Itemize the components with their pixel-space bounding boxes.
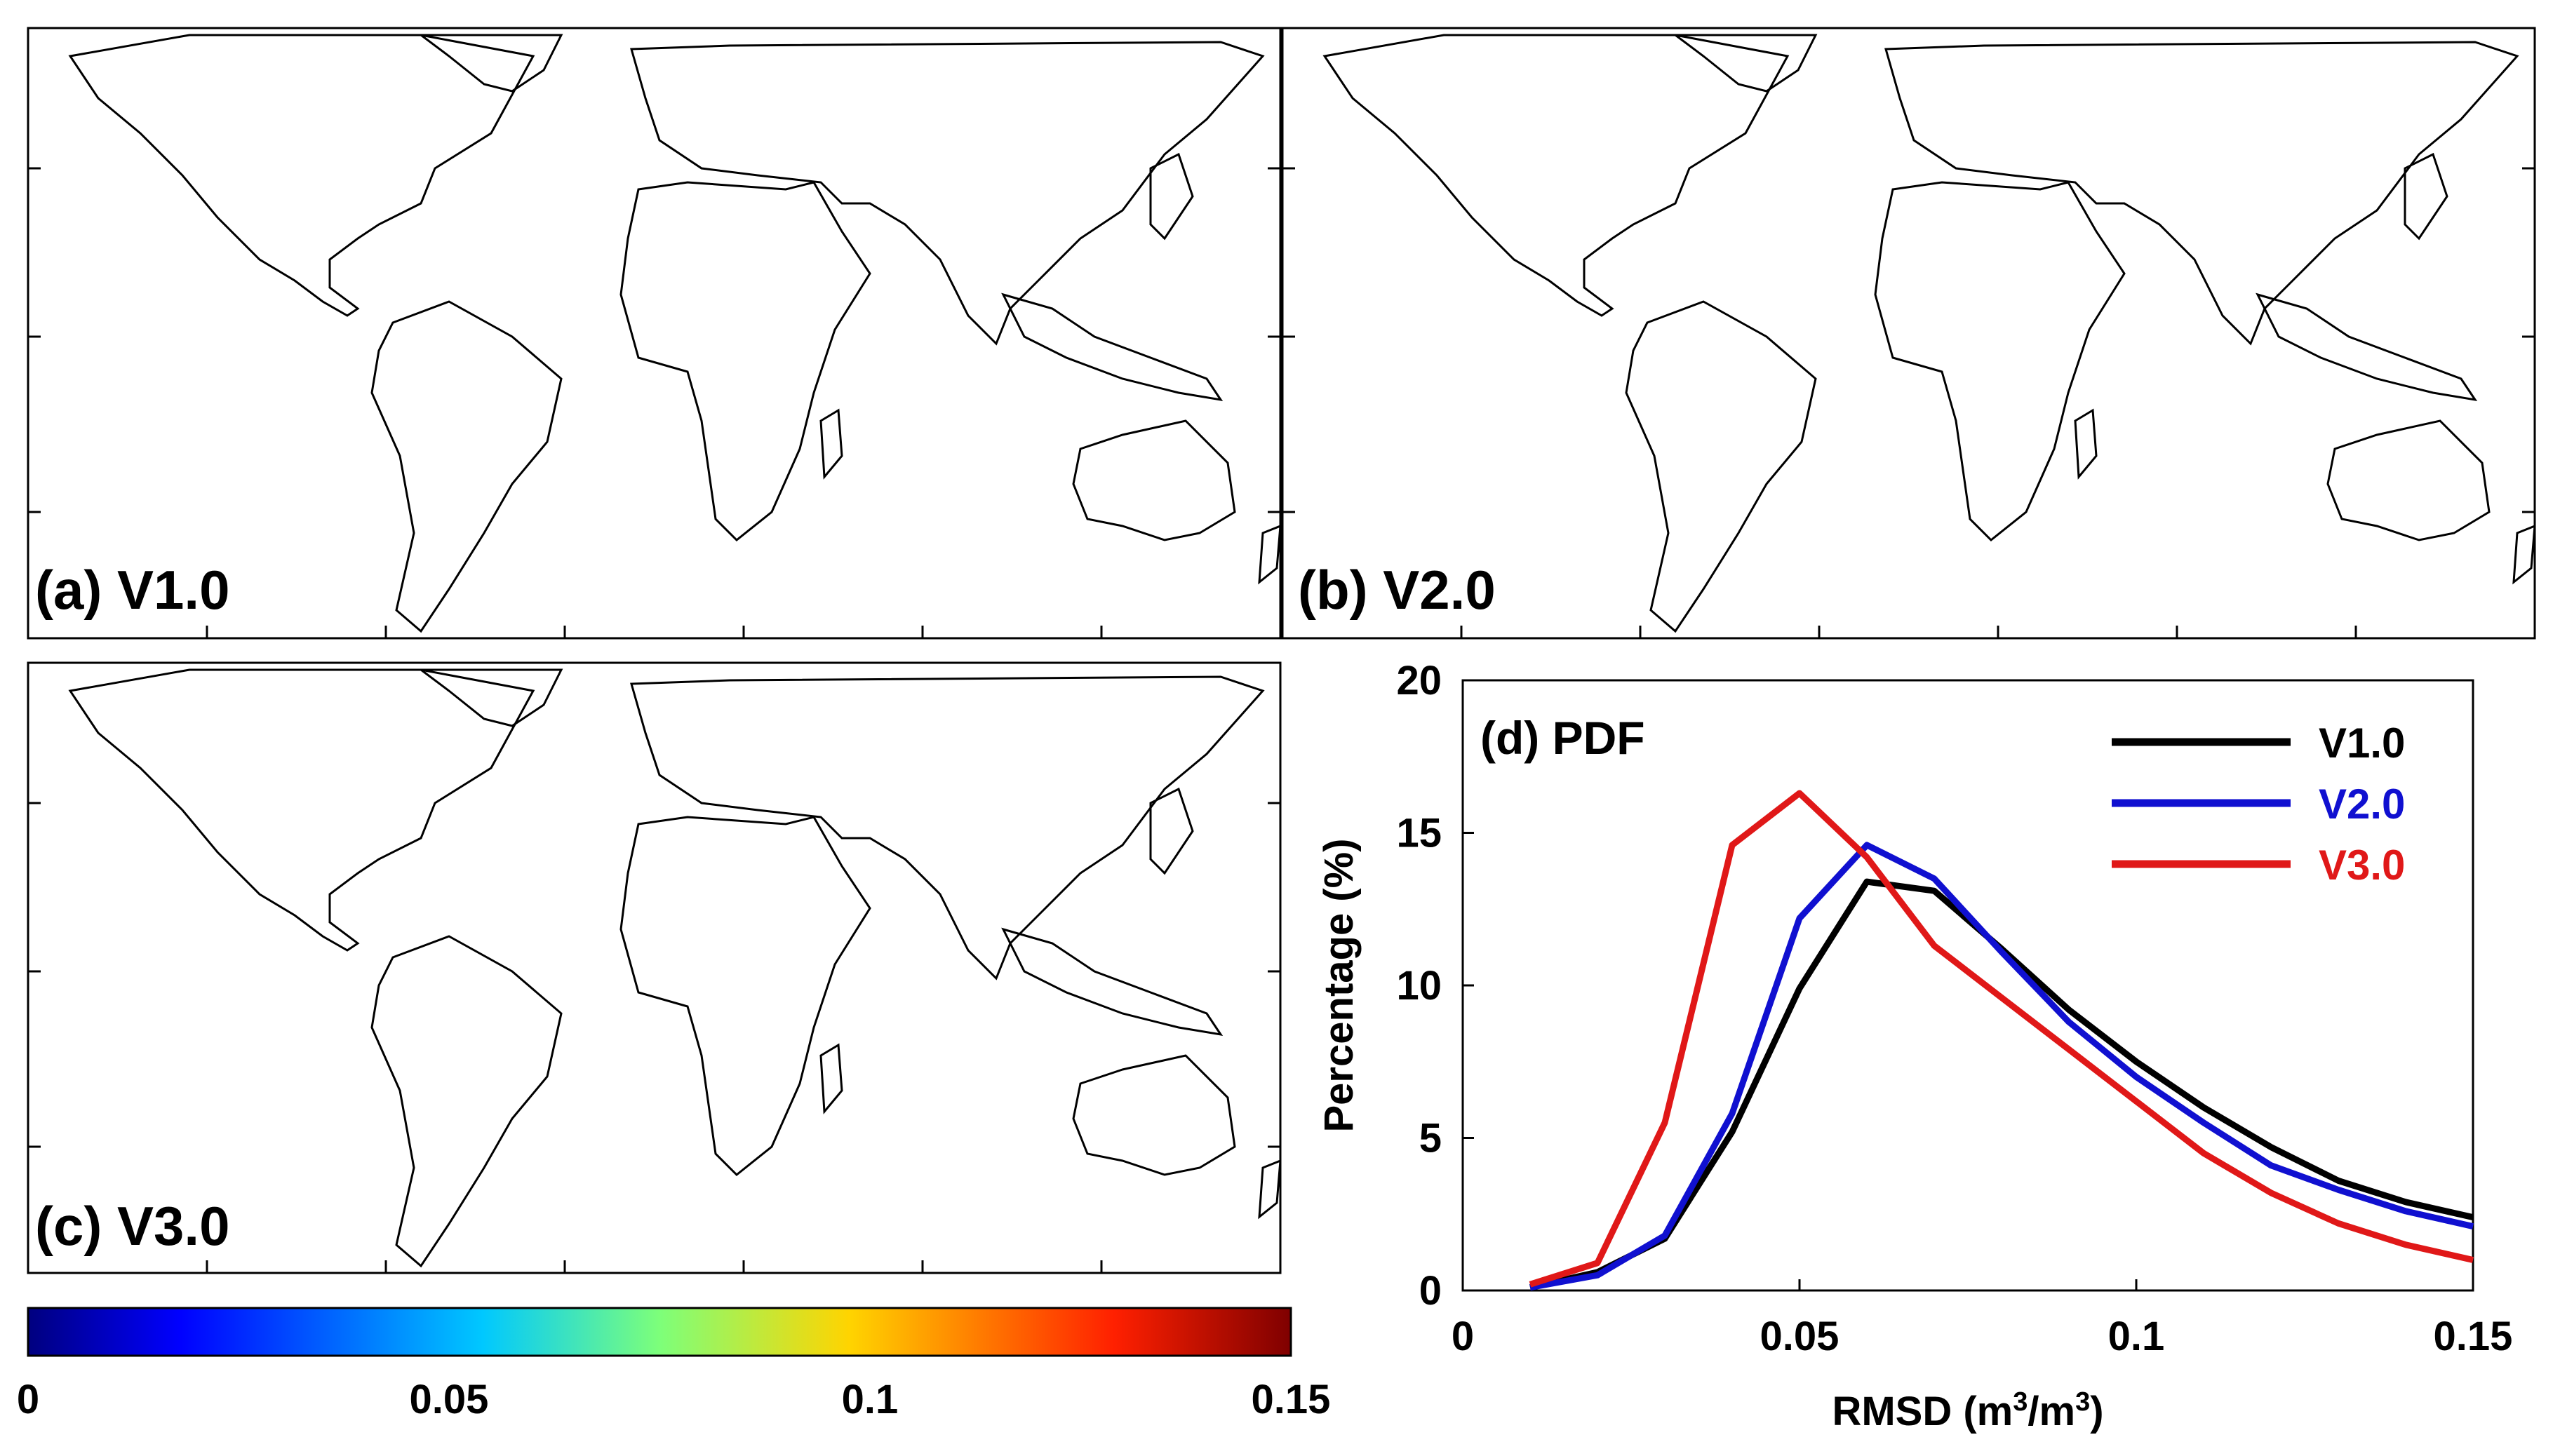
series-line-V2.0: [1529, 842, 2474, 1291]
y-tick-label: 5: [1419, 1116, 1442, 1161]
legend-label-V1.0: V1.0: [2319, 720, 2405, 767]
colorbar-tick-label: 0: [17, 1377, 39, 1422]
legend: V1.0 V2.0 V3.0: [2112, 720, 2405, 889]
x-tick-labels: 0 0.05 0.1 0.15: [1452, 1314, 2513, 1359]
colorbar-tick-label: 0.1: [842, 1377, 899, 1422]
series-line-V3.0: [1529, 790, 2474, 1288]
legend-label-V3.0: V3.0: [2319, 842, 2405, 889]
colorbar-tick-label: 0.15: [1252, 1377, 1331, 1422]
map-label-a: (a) V1.0: [35, 559, 229, 621]
x-tick-label: 0.15: [2434, 1314, 2513, 1359]
map-panel-c: [27, 661, 1282, 1274]
pdf-panel-label: (d) PDF: [1480, 712, 1645, 764]
pdf-chart: (d) PDF V1.0 V2.0 V3.0 0 0.05 0.1 0.15 0 5 10 15…: [1316, 658, 2512, 1434]
pdf-axes-box: [1461, 679, 2474, 1292]
x-tick-label: 0: [1452, 1314, 1474, 1359]
colorbar: [27, 1307, 1292, 1357]
colorbar-tick-label: 0.05: [410, 1377, 489, 1422]
x-tick-label: 0.1: [2108, 1314, 2165, 1359]
x-tick-label: 0.05: [1760, 1314, 1839, 1359]
colorbar-ticks: 0 0.05 0.1 0.15: [17, 1377, 1331, 1422]
y-tick-label: 10: [1396, 963, 1442, 1009]
y-tick-labels: 0 5 10 15 20: [1396, 658, 1442, 1314]
map-label-c: (c) V3.0: [35, 1195, 229, 1257]
y-tick-label: 0: [1419, 1268, 1442, 1314]
x-axis-label: RMSD (m3/m3): [1832, 1387, 2103, 1434]
y-tick-label: 20: [1396, 658, 1442, 703]
map-label-b: (b) V2.0: [1298, 559, 1496, 621]
y-tick-label: 15: [1396, 811, 1442, 856]
map-panel-a: [27, 27, 1282, 640]
map-panel-b: [1281, 27, 2536, 640]
y-axis-label: Percentage (%): [1316, 838, 1362, 1132]
legend-label-V2.0: V2.0: [2319, 781, 2405, 828]
